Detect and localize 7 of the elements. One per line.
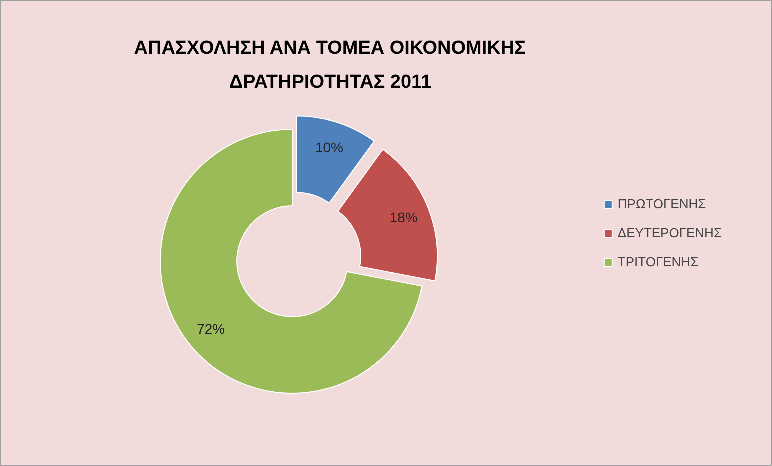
legend-label: ΠΡΩΤΟΓΕΝΗΣ [618,196,706,212]
data-label: 18% [390,209,418,226]
legend-label: ΔΕΥΤΕΡΟΓΕΝΗΣ [618,226,722,240]
data-label: 72% [197,320,226,337]
data-label: 10% [315,140,344,156]
chart-title: ΑΠΑΣΧΟΛΗΣΗ ΑΝΑ ΤΟΜΕΑ ΟΙΚΟΝΟΜΙΚΗΣ ΔΡΑΤΗΡΙΟΤΗΤΑΣ 2011 [134,38,526,93]
legend-label: ΤΡΙΤΟΓΕΝΗΣ [618,254,699,270]
